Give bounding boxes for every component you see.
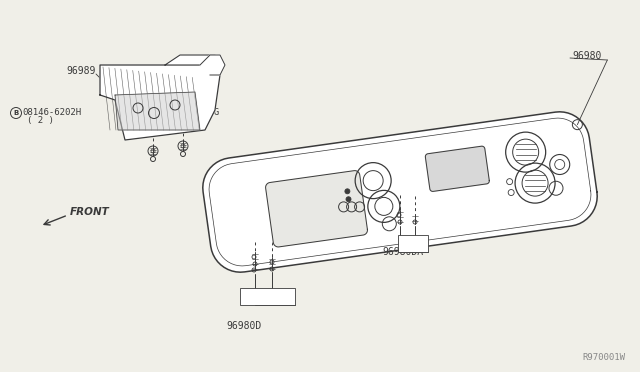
Text: FRONT: FRONT	[70, 207, 109, 217]
Text: B: B	[13, 110, 19, 116]
Circle shape	[345, 189, 350, 194]
Polygon shape	[200, 55, 225, 75]
Polygon shape	[203, 112, 597, 272]
Text: 96980DA: 96980DA	[382, 247, 423, 257]
Polygon shape	[115, 92, 200, 130]
Text: 96980D: 96980D	[226, 321, 261, 331]
Text: 08146-6202H: 08146-6202H	[22, 108, 81, 116]
Text: 96989: 96989	[66, 66, 95, 76]
Text: R970001W: R970001W	[582, 353, 625, 362]
Polygon shape	[266, 171, 367, 247]
Polygon shape	[100, 65, 220, 140]
Circle shape	[346, 197, 351, 202]
Text: 96980: 96980	[572, 51, 602, 61]
Text: 08146-6122G: 08146-6122G	[160, 108, 219, 116]
Text: B: B	[152, 110, 157, 116]
Polygon shape	[165, 55, 220, 75]
Text: ( 2 ): ( 2 )	[27, 115, 54, 125]
FancyBboxPatch shape	[398, 235, 428, 252]
FancyBboxPatch shape	[240, 288, 295, 305]
Text: ( 2 ): ( 2 )	[165, 115, 192, 125]
Polygon shape	[426, 146, 490, 192]
